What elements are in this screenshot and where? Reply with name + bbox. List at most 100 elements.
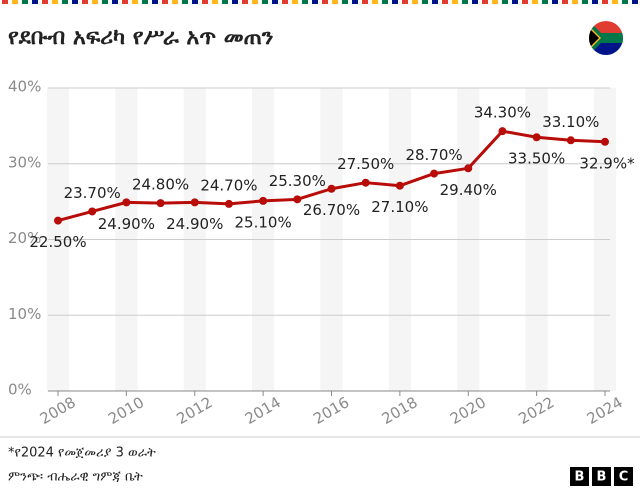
decor-dot [22, 0, 28, 4]
decor-dot [242, 0, 248, 4]
decor-dot [262, 0, 268, 4]
data-label: 24.70% [200, 176, 257, 194]
decor-dot [212, 0, 218, 4]
decor-dot [302, 0, 308, 4]
x-tick-label: 2012 [173, 393, 215, 428]
decor-dot [12, 0, 18, 4]
logo-letter: B [597, 470, 607, 485]
decor-dot [582, 0, 588, 4]
point [327, 184, 336, 193]
decor-dot [42, 0, 48, 4]
decor-dot [172, 0, 178, 4]
decor-dot [232, 0, 238, 4]
data-label: 33.50% [508, 150, 565, 168]
decor-dot [102, 0, 108, 4]
decor-dot [622, 0, 628, 4]
decor-dot [192, 0, 198, 4]
decor-dot [572, 0, 578, 4]
decor-dot [532, 0, 538, 4]
data-label: 27.10% [371, 198, 428, 216]
point [464, 164, 473, 173]
decor-dot [542, 0, 548, 4]
bbc-logo: B B C [570, 467, 633, 486]
decor-dot [142, 0, 148, 4]
decor-dot [562, 0, 568, 4]
decor-dot [72, 0, 78, 4]
decor-dot [462, 0, 468, 4]
x-tick-label: 2020 [447, 393, 489, 428]
decor-dot [482, 0, 488, 4]
decor-dot [202, 0, 208, 4]
point [156, 199, 165, 208]
decor-dot [122, 0, 128, 4]
x-tick-label: 2016 [310, 393, 352, 428]
decor-dot [602, 0, 608, 4]
decor-dot [222, 0, 228, 4]
data-label: 34.30% [474, 104, 531, 122]
footnote: *የ2024 የመጀመሪያ 3 ወራት [8, 446, 156, 461]
decor-dot [282, 0, 288, 4]
decor-dot [82, 0, 88, 4]
decor-dot [382, 0, 388, 4]
decor-dot [442, 0, 448, 4]
data-label: 25.10% [235, 213, 292, 231]
source: ምንጭ፡ ብሔራዊ ግምጃ ቤት [8, 470, 143, 485]
point [430, 169, 439, 178]
point [54, 216, 62, 225]
y-tick-label: 10% [8, 305, 41, 323]
decor-dot [182, 0, 188, 4]
decor-dot [552, 0, 558, 4]
data-label: 24.90% [98, 215, 155, 233]
decor-dot [592, 0, 598, 4]
decor-dot [392, 0, 398, 4]
data-label: 22.50% [29, 233, 86, 251]
top-strip [0, 0, 640, 6]
x-tick-label: 2014 [242, 393, 284, 428]
decor-dot [32, 0, 38, 4]
flag-icon [589, 21, 623, 55]
decor-dot [312, 0, 318, 4]
decor-dot [62, 0, 68, 4]
decor-dot [522, 0, 528, 4]
decor-dot [322, 0, 328, 4]
point [88, 207, 97, 216]
decor-dot [252, 0, 258, 4]
decor-dot [292, 0, 298, 4]
data-label: 29.40% [440, 181, 497, 199]
decor-dot [402, 0, 408, 4]
x-tick-label: 2024 [584, 393, 626, 428]
decor-dot [162, 0, 168, 4]
y-tick-label: 0% [8, 381, 32, 399]
x-tick-label: 2018 [379, 393, 421, 428]
decor-dot [342, 0, 348, 4]
decor-dot [352, 0, 358, 4]
y-tick-label: 30% [8, 153, 41, 171]
decor-dot [412, 0, 418, 4]
decor-dot [612, 0, 618, 4]
decor-dot [132, 0, 138, 4]
decor-dot [272, 0, 278, 4]
point [293, 195, 302, 204]
x-tick-label: 2008 [37, 393, 79, 428]
data-label: 32.9%* [579, 154, 635, 172]
data-label: 24.80% [132, 176, 189, 194]
point [361, 178, 370, 187]
data-label: 28.70% [405, 146, 462, 164]
decor-dot [372, 0, 378, 4]
decor-dot [92, 0, 98, 4]
decor-dot [422, 0, 428, 4]
point [259, 196, 268, 205]
decor-dot [362, 0, 368, 4]
y-tick-label: 20% [8, 229, 41, 247]
decor-dot [452, 0, 458, 4]
data-label: 33.10% [542, 113, 599, 131]
point [498, 127, 507, 136]
point [190, 198, 199, 207]
x-tick-label: 2010 [105, 393, 147, 428]
data-label: 24.90% [166, 215, 223, 233]
point [532, 133, 541, 142]
chart-title: የደቡብ አፍሪካ የሥራ አጥ መጠን [8, 25, 273, 50]
decor-dot [2, 0, 8, 4]
y-tick-label: 40% [8, 78, 41, 96]
decor-dot [512, 0, 518, 4]
